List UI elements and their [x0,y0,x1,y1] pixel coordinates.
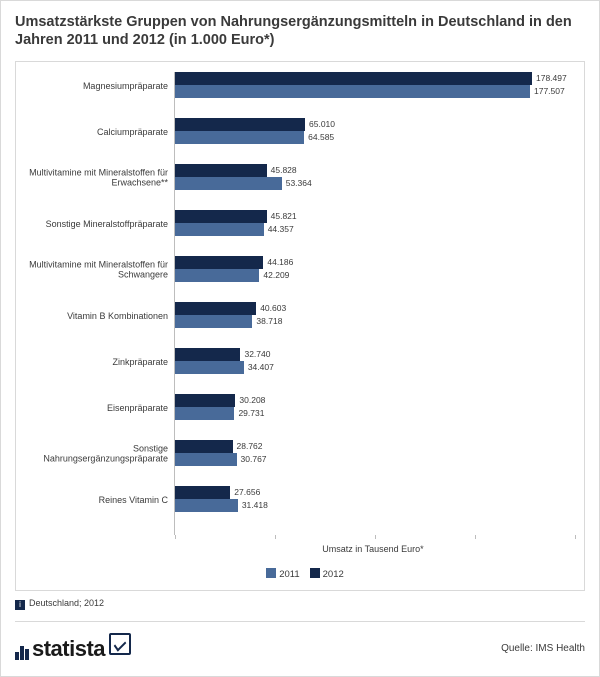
category-label: Zinkpräparate [18,357,168,367]
divider [15,621,585,622]
bar-value-2011: 42.209 [259,269,289,282]
info-icon: i [15,600,25,610]
bar-group: 40.60338.718 [175,302,572,330]
legend-swatch-2012 [310,568,320,578]
bar-2012: 30.208 [175,394,235,407]
y-label-group: Magnesiumpräparate [16,72,168,100]
bar-value-2012: 40.603 [256,302,286,315]
legend-label-2012: 2012 [323,569,344,580]
bar-group: 28.76230.767 [175,440,572,468]
chart-title: Umsatzstärkste Gruppen von Nahrungsergän… [15,13,585,49]
bar-value-2011: 38.718 [252,315,282,328]
bar-value-2011: 177.507 [530,85,565,98]
bar-2011: 53.364 [175,177,282,190]
footer-note: iDeutschland; 2012 [15,598,104,610]
bar-group: 65.01064.585 [175,118,572,146]
category-label: Reines Vitamin C [18,495,168,505]
x-tick [275,535,276,539]
bar-2012: 32.740 [175,348,240,361]
category-label: Calciumpräparate [18,127,168,137]
y-label-group: Sonstige Nahrungsergänzungspräparate [16,440,168,468]
y-axis-labels: Magnesiumpräparate Calciumpräparate Multiv… [16,72,168,535]
bar-value-2011: 64.585 [304,131,334,144]
legend-swatch-2011 [266,568,276,578]
chart-area: Magnesiumpräparate Calciumpräparate Multiv… [15,61,585,591]
x-axis-title: Umsatz in Tausend Euro* [174,544,572,554]
bar-group: 45.82853.364 [175,164,572,192]
x-tick [375,535,376,539]
y-label-group: Vitamin B Kombinationen [16,302,168,330]
bar-2011: 30.767 [175,453,237,466]
bar-value-2012: 178.497 [532,72,567,85]
bar-2012: 40.603 [175,302,256,315]
plot-area: 178.497177.50765.01064.58545.82853.36445… [174,72,572,535]
x-tick [175,535,176,539]
bar-group: 45.82144.357 [175,210,572,238]
bar-value-2012: 65.010 [305,118,335,131]
logo-bar-icon [15,634,30,660]
bar-group: 30.20829.731 [175,394,572,422]
bar-value-2011: 31.418 [238,499,268,512]
bar-group: 178.497177.507 [175,72,572,100]
category-label: Vitamin B Kombinationen [18,311,168,321]
bar-group: 44.18642.209 [175,256,572,284]
y-label-group: Multivitamine mit Mineralstoffen für Sch… [16,256,168,284]
bar-2011: 31.418 [175,499,238,512]
category-label: Eisenpräparate [18,403,168,413]
x-tick [475,535,476,539]
bar-2011: 44.357 [175,223,264,236]
statista-logo: statista [15,633,131,662]
x-tick [575,535,576,539]
bar-2011: 34.407 [175,361,244,374]
bar-group: 32.74034.407 [175,348,572,376]
bar-value-2012: 30.208 [235,394,265,407]
bar-2011: 177.507 [175,85,530,98]
bar-2012: 178.497 [175,72,532,85]
bar-value-2011: 34.407 [244,361,274,374]
category-label: Sonstige Nahrungsergänzungspräparate [18,444,168,465]
category-label: Sonstige Mineralstoffpräparate [18,219,168,229]
category-label: Multivitamine mit Mineralstoffen für Erw… [18,168,168,189]
legend-label-2011: 2011 [279,569,299,580]
bar-2012: 45.821 [175,210,267,223]
category-label: Magnesiumpräparate [18,81,168,91]
y-label-group: Zinkpräparate [16,348,168,376]
y-label-group: Calciumpräparate [16,118,168,146]
y-label-group: Multivitamine mit Mineralstoffen für Erw… [16,164,168,192]
chart-frame: Umsatzstärkste Gruppen von Nahrungsergän… [0,0,600,677]
bar-value-2012: 45.828 [267,164,297,177]
category-label: Multivitamine mit Mineralstoffen für Sch… [18,260,168,281]
bar-2011: 29.731 [175,407,234,420]
bar-2011: 42.209 [175,269,259,282]
bar-2012: 45.828 [175,164,267,177]
y-label-group: Sonstige Mineralstoffpräparate [16,210,168,238]
bar-value-2011: 29.731 [234,407,264,420]
legend: 2011 2012 [16,568,584,580]
bar-value-2011: 30.767 [237,453,267,466]
bar-value-2012: 32.740 [240,348,270,361]
bar-value-2012: 27.656 [230,486,260,499]
bar-value-2012: 28.762 [233,440,263,453]
bar-2011: 64.585 [175,131,304,144]
y-label-group: Eisenpräparate [16,394,168,422]
bar-value-2012: 44.186 [263,256,293,269]
bar-2012: 65.010 [175,118,305,131]
bar-2012: 27.656 [175,486,230,499]
y-label-group: Reines Vitamin C [16,486,168,514]
bar-2012: 44.186 [175,256,263,269]
bar-value-2011: 44.357 [264,223,294,236]
source-label: Quelle: IMS Health [501,643,585,654]
bar-2012: 28.762 [175,440,233,453]
bar-group: 27.65631.418 [175,486,572,514]
bar-2011: 38.718 [175,315,252,328]
bar-value-2012: 45.821 [267,210,297,223]
bar-value-2011: 53.364 [282,177,312,190]
